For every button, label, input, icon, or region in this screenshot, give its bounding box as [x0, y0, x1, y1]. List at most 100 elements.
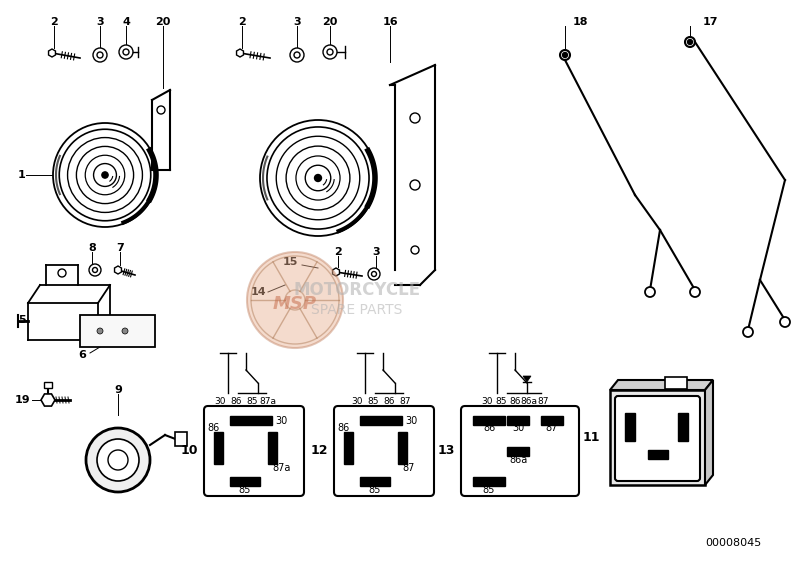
Text: 86a: 86a: [521, 398, 538, 406]
Bar: [360, 416, 402, 425]
Circle shape: [89, 264, 101, 276]
Text: 16: 16: [382, 17, 398, 27]
Bar: [230, 477, 260, 486]
Polygon shape: [333, 268, 339, 276]
Bar: [665, 377, 687, 389]
Circle shape: [294, 52, 300, 58]
Text: 49a: 49a: [649, 458, 667, 468]
Circle shape: [290, 48, 304, 62]
Text: SPARE PARTS: SPARE PARTS: [311, 303, 402, 317]
FancyBboxPatch shape: [334, 406, 434, 496]
Text: 49: 49: [624, 402, 636, 412]
Bar: [507, 416, 529, 425]
Circle shape: [685, 37, 695, 47]
Text: MOTORCYCLE: MOTORCYCLE: [294, 281, 421, 299]
FancyBboxPatch shape: [204, 406, 304, 496]
Bar: [648, 450, 668, 459]
Circle shape: [327, 49, 333, 55]
Circle shape: [123, 49, 129, 55]
Text: 87a: 87a: [272, 463, 290, 473]
Text: 85: 85: [495, 398, 506, 406]
Text: 87: 87: [538, 398, 549, 406]
Bar: [398, 432, 407, 464]
Circle shape: [410, 113, 420, 123]
Text: 86: 86: [483, 423, 495, 433]
Text: 30: 30: [351, 398, 362, 406]
Bar: [360, 477, 390, 486]
Text: 4: 4: [122, 17, 130, 27]
Bar: [473, 477, 505, 486]
Text: 10: 10: [181, 445, 198, 458]
Text: 87: 87: [399, 398, 410, 406]
Circle shape: [323, 45, 337, 59]
Text: 30: 30: [512, 423, 524, 433]
Circle shape: [97, 439, 139, 481]
Text: 11: 11: [582, 431, 600, 444]
Text: 5: 5: [18, 315, 26, 325]
Text: 14: 14: [250, 287, 266, 297]
Text: 86: 86: [338, 423, 350, 433]
Circle shape: [371, 272, 377, 276]
Circle shape: [122, 328, 128, 334]
Text: 87: 87: [546, 423, 558, 433]
Circle shape: [53, 123, 157, 227]
Circle shape: [645, 287, 655, 297]
Text: 86: 86: [383, 398, 394, 406]
Bar: [625, 413, 635, 441]
Circle shape: [562, 53, 567, 58]
Text: 15: 15: [282, 257, 298, 267]
Text: 30: 30: [275, 416, 287, 426]
Text: 85: 85: [369, 485, 381, 495]
Text: 86a: 86a: [509, 455, 527, 465]
Bar: [473, 416, 505, 425]
Text: 87: 87: [402, 463, 414, 473]
Bar: [344, 432, 353, 464]
Text: 30: 30: [214, 398, 226, 406]
Text: 8: 8: [88, 243, 96, 253]
Bar: [541, 416, 563, 425]
Text: 85: 85: [483, 485, 495, 495]
Polygon shape: [523, 376, 531, 382]
Polygon shape: [610, 380, 713, 390]
Text: 20: 20: [155, 17, 170, 27]
Text: 18: 18: [572, 17, 588, 27]
Text: 30: 30: [482, 398, 493, 406]
Polygon shape: [41, 394, 55, 406]
Text: 85: 85: [246, 398, 258, 406]
Circle shape: [58, 269, 66, 277]
Text: 9: 9: [114, 385, 122, 395]
Text: 2: 2: [334, 247, 342, 257]
Circle shape: [368, 268, 380, 280]
Text: 86: 86: [230, 398, 242, 406]
Text: 20: 20: [322, 17, 338, 27]
Text: 7: 7: [116, 243, 124, 253]
Circle shape: [86, 428, 150, 492]
Bar: [268, 432, 277, 464]
Circle shape: [260, 120, 376, 236]
Text: 85: 85: [367, 398, 378, 406]
Circle shape: [690, 287, 700, 297]
Circle shape: [157, 106, 165, 114]
Polygon shape: [705, 380, 713, 485]
Circle shape: [93, 48, 107, 62]
Text: 87a: 87a: [259, 398, 277, 406]
Text: 19: 19: [14, 395, 30, 405]
Circle shape: [687, 40, 693, 45]
Bar: [44, 382, 52, 388]
Circle shape: [410, 180, 420, 190]
Text: 86: 86: [510, 398, 521, 406]
Text: 17: 17: [702, 17, 718, 27]
Text: 31: 31: [677, 402, 689, 412]
Bar: [610, 390, 705, 485]
FancyBboxPatch shape: [615, 396, 700, 481]
Text: 2: 2: [50, 17, 58, 27]
Bar: [214, 432, 223, 464]
Text: 86: 86: [208, 423, 220, 433]
Polygon shape: [237, 49, 243, 57]
Circle shape: [108, 450, 128, 470]
Bar: [507, 447, 529, 456]
Polygon shape: [49, 49, 55, 57]
Circle shape: [97, 328, 103, 334]
Text: 85: 85: [239, 485, 251, 495]
Text: 6: 6: [78, 350, 86, 360]
